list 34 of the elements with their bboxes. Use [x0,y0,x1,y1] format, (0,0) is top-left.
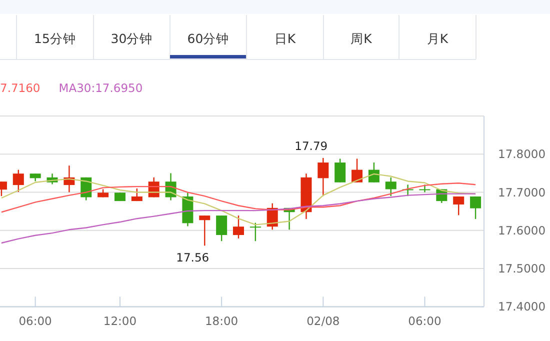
candlestick [470,196,482,220]
candlestick [385,176,396,197]
y-tick-label: 17.4000 [498,300,546,314]
y-tick-label: 17.5000 [498,262,546,276]
x-tick-label: 18:00 [204,314,238,328]
text: 周K [350,31,373,46]
annotation: 17.79 [294,138,328,153]
candlestick [352,158,363,183]
candlestick [131,188,142,202]
x-tick-label: 06:00 [408,314,442,328]
candlestick [216,214,228,242]
text: 60分钟 [187,31,230,46]
x-tick-label: 06:00 [18,314,52,328]
candlestick [233,214,244,240]
candlestick [453,196,464,216]
candlestick [250,222,261,242]
y-tick-label: 17.6000 [498,223,546,238]
y-tick-label: 17.8000 [498,147,546,162]
text: MA30:17.6950 [58,81,143,95]
candlestick [199,214,210,246]
candlestick [318,157,329,197]
text: 15分钟 [34,31,76,46]
candlestick [12,169,24,192]
x-tick-label: 02/08 [306,314,340,328]
x-tick-label: 12:00 [103,314,137,328]
candlestick [368,162,380,183]
text: 30分钟 [110,31,153,46]
y-tick-label: 17.7000 [498,185,546,200]
text: 月K [426,31,449,46]
candlestick [419,184,430,193]
annotation: 17.56 [176,250,210,265]
text: 7.7160 [0,81,40,95]
text: 日K [274,31,296,46]
candlestick [334,158,346,183]
